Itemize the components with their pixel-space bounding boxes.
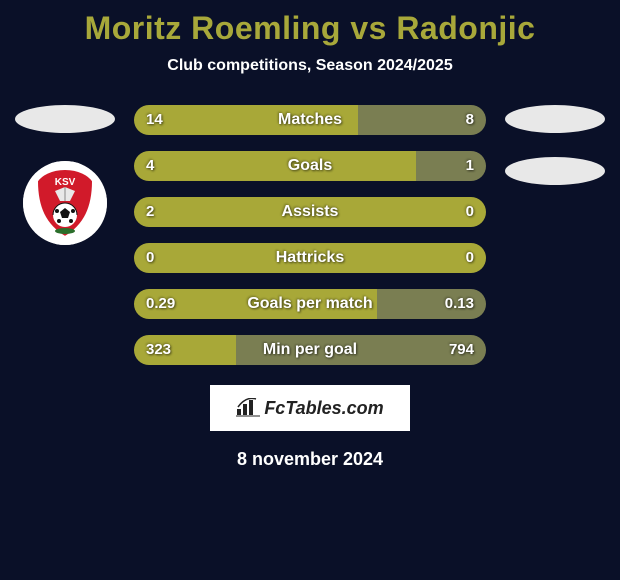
brand-text: FcTables.com xyxy=(264,398,383,419)
player-photo-placeholder-right-1 xyxy=(505,105,605,133)
stat-bar-row: 4Goals1 xyxy=(134,151,486,181)
stat-bars-container: 14Matches8 4Goals1 2Assists0 0Hattricks0 0.2… xyxy=(134,105,486,365)
stat-bar-row: 323Min per goal794 xyxy=(134,335,486,365)
stat-bar-row: 2Assists0 xyxy=(134,197,486,227)
page-subtitle: Club competitions, Season 2024/2025 xyxy=(0,57,620,75)
brand-attribution: FcTables.com xyxy=(210,385,410,431)
stat-bar-right-segment xyxy=(236,335,486,365)
stat-bar-row: 0Hattricks0 xyxy=(134,243,486,273)
ksv-crest-icon: KSV xyxy=(23,161,107,245)
snapshot-date: 8 november 2024 xyxy=(0,449,620,470)
stat-bar-right-segment xyxy=(416,151,486,181)
bar-chart-icon xyxy=(236,398,260,418)
stat-bar-row: 14Matches8 xyxy=(134,105,486,135)
comparison-content: KSV 14Matches8 4Goals1 2Assists0 0Hattricks… xyxy=(0,105,620,470)
right-player-column xyxy=(500,105,610,185)
stat-bar-right-segment xyxy=(358,105,486,135)
stat-bar-left-segment xyxy=(134,105,358,135)
stat-bar-bg xyxy=(134,105,486,135)
page-title: Moritz Roemling vs Radonjic xyxy=(0,0,620,47)
stat-bar-right-segment xyxy=(377,289,486,319)
stat-bar-left-segment xyxy=(134,151,416,181)
stat-bar-row: 0.29Goals per match0.13 xyxy=(134,289,486,319)
stat-bar-bg xyxy=(134,151,486,181)
stat-bar-bg xyxy=(134,197,486,227)
stat-bar-left-segment xyxy=(134,197,486,227)
player-photo-placeholder-left xyxy=(15,105,115,133)
stat-bar-bg xyxy=(134,335,486,365)
stat-bar-left-segment xyxy=(134,289,377,319)
stat-bar-bg xyxy=(134,243,486,273)
stat-bar-left-segment xyxy=(134,243,310,273)
stat-bar-bg xyxy=(134,289,486,319)
svg-text:KSV: KSV xyxy=(55,177,76,188)
stat-bar-left-segment xyxy=(134,335,236,365)
left-player-column: KSV xyxy=(10,105,120,245)
club-badge-left: KSV xyxy=(23,161,107,245)
stat-bar-right-segment xyxy=(310,243,486,273)
player-photo-placeholder-right-2 xyxy=(505,157,605,185)
